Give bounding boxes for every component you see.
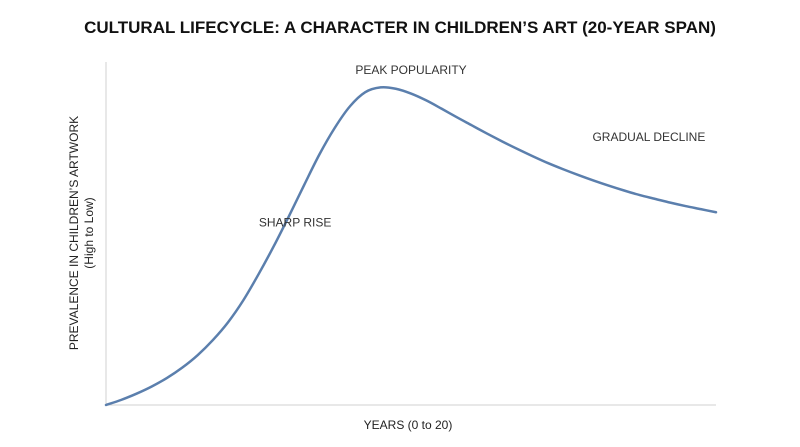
y-axis-label: PREVALENCE IN CHILDREN’S ARTWORK xyxy=(67,116,81,350)
y-axis-title-group: PREVALENCE IN CHILDREN’S ARTWORK (High t… xyxy=(67,116,96,350)
series-line-0 xyxy=(104,85,718,407)
series-layer xyxy=(104,85,718,407)
annotation-2: GRADUAL DECLINE xyxy=(592,130,705,144)
x-axis-label: YEARS (0 to 20) xyxy=(364,418,453,432)
annotation-1: PEAK POPULARITY xyxy=(355,63,466,77)
annotation-layer: SHARP RISE PEAK POPULARITY GRADUAL DECLINE xyxy=(259,63,705,230)
y-axis-sublabel: (High to Low) xyxy=(82,197,96,268)
annotation-0: SHARP RISE xyxy=(259,216,331,230)
chart-title: CULTURAL LIFECYCLE: A CHARACTER IN CHILD… xyxy=(84,18,716,37)
